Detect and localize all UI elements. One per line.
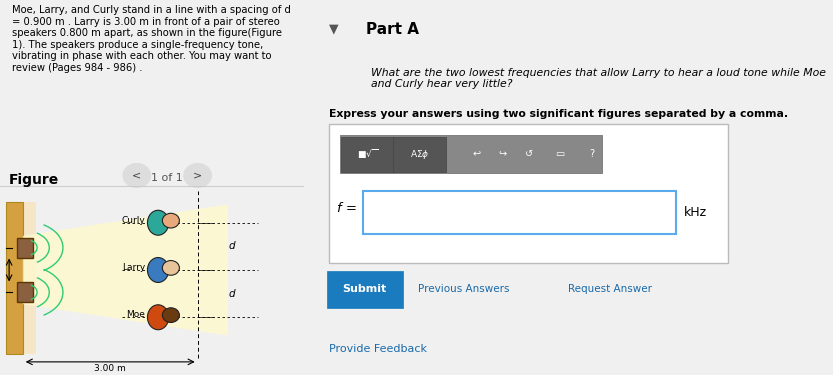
Ellipse shape [147,258,169,282]
Text: 1 of 1: 1 of 1 [152,173,183,183]
Text: What are the two lowest frequencies that allow Larry to hear a loud tone while M: What are the two lowest frequencies that… [372,68,826,89]
FancyBboxPatch shape [327,271,402,308]
Text: A$\Sigma\phi$: A$\Sigma\phi$ [410,148,430,160]
FancyBboxPatch shape [17,282,33,302]
Text: kHz: kHz [683,207,706,219]
Ellipse shape [147,305,169,330]
Text: Curly: Curly [122,216,145,225]
Text: d: d [228,242,235,251]
FancyBboxPatch shape [6,202,37,354]
FancyBboxPatch shape [363,191,676,234]
Circle shape [123,164,151,187]
Circle shape [162,213,179,228]
Text: Submit: Submit [342,284,387,294]
Text: Larry: Larry [122,263,145,272]
Polygon shape [22,204,228,336]
Text: Express your answers using two significant figures separated by a comma.: Express your answers using two significa… [329,109,788,119]
Text: ?: ? [589,149,594,159]
Text: ↩: ↩ [472,149,480,159]
Circle shape [184,164,212,187]
Text: Previous Answers: Previous Answers [418,284,510,294]
Text: ↪: ↪ [498,149,506,159]
FancyBboxPatch shape [341,136,394,172]
Text: $\blacksquare\sqrt{\ }$: $\blacksquare\sqrt{\ }$ [357,147,378,161]
Ellipse shape [147,210,169,235]
Circle shape [162,308,179,322]
FancyBboxPatch shape [6,202,22,354]
Text: Provide Feedback: Provide Feedback [329,344,427,354]
Text: Moe, Larry, and Curly stand in a line with a spacing of d
= 0.900 m . Larry is 3: Moe, Larry, and Curly stand in a line wi… [12,5,291,73]
Text: d: d [228,289,235,298]
Text: >: > [193,171,202,180]
Circle shape [162,261,179,275]
Text: f =: f = [337,202,357,214]
Text: Request Answer: Request Answer [568,284,652,294]
Text: 3.00 m: 3.00 m [93,364,125,373]
Text: ▼: ▼ [329,22,339,36]
Text: ▭: ▭ [556,149,565,159]
FancyBboxPatch shape [393,136,446,172]
Text: Figure: Figure [9,173,59,187]
Text: Moe: Moe [127,310,145,319]
Text: <: < [132,171,142,180]
FancyBboxPatch shape [17,238,33,258]
Text: Part A: Part A [366,22,419,38]
Text: ↺: ↺ [525,149,532,159]
FancyBboxPatch shape [329,124,728,262]
FancyBboxPatch shape [340,135,602,172]
